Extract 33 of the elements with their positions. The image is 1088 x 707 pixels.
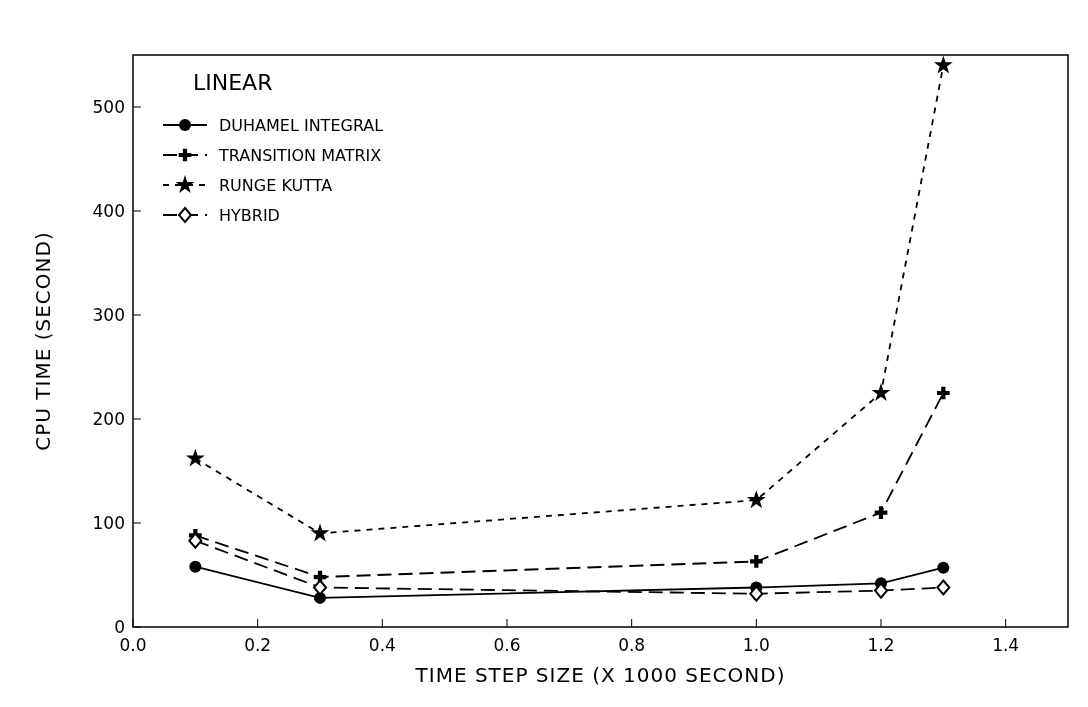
legend-title: LINEAR [193,70,273,95]
x-tick-label: 0.6 [493,635,521,655]
point [871,383,891,402]
point [933,55,953,74]
x-tick-label: 1.4 [992,635,1020,655]
point [936,579,951,596]
point [937,561,950,574]
point [189,560,202,573]
x-tick-label: 0.8 [618,635,646,655]
point [314,591,326,604]
point [874,506,888,519]
legend-label: TRANSITION MATRIX [218,145,382,165]
y-tick-label: 100 [92,512,125,533]
y-tick-label: 300 [92,304,125,325]
x-tick-label: 1.0 [742,635,770,655]
x-tick-label: 0.4 [368,635,396,655]
legend-label: HYBRID [219,205,280,225]
x-tick-label: 0.0 [119,635,147,655]
point [185,448,205,467]
legend-label: RUNGE KUTTA [219,175,333,195]
y-axis-title: CPU TIME (SECOND) [31,231,55,451]
legend-label: DUHAMEL INTEGRAL [219,115,384,135]
x-tick-label: 1.2 [867,635,895,655]
point [310,523,330,542]
point [749,555,763,568]
y-tick-label: 400 [92,200,125,221]
point [746,490,766,509]
x-tick-label: 0.2 [244,635,272,655]
y-tick-label: 0 [114,616,125,637]
point [936,386,950,400]
y-tick-label: 500 [92,96,125,117]
y-tick-label: 200 [92,408,125,429]
x-axis-title: TIME STEP SIZE (X 1000 SECOND) [414,663,786,687]
